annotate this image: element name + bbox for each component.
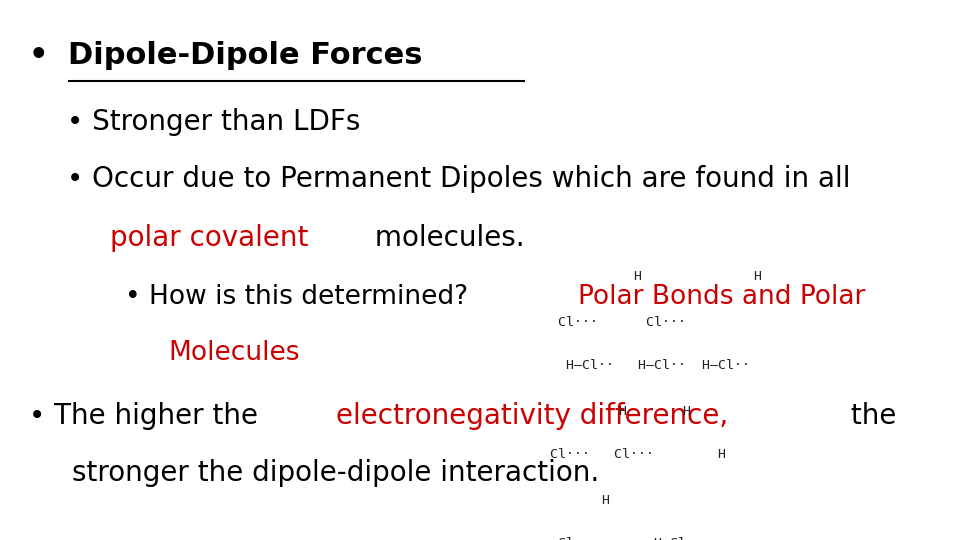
Text: Molecules: Molecules: [168, 340, 300, 366]
Text: Polar Bonds and Polar: Polar Bonds and Polar: [578, 284, 866, 309]
Text: • Stronger than LDFs: • Stronger than LDFs: [67, 108, 361, 136]
Text: Cl⋅⋅⋅       H—Cl⋅⋅: Cl⋅⋅⋅ H—Cl⋅⋅: [542, 537, 703, 540]
Text: molecules.: molecules.: [367, 224, 525, 252]
Text: •: •: [29, 40, 59, 70]
Text: stronger the dipole-dipole interaction.: stronger the dipole-dipole interaction.: [72, 459, 599, 487]
Text: the: the: [842, 402, 897, 430]
Text: H       H: H H: [571, 405, 691, 418]
Text: H              H: H H: [586, 270, 761, 283]
Text: electronegativity difference,: electronegativity difference,: [336, 402, 728, 430]
Text: polar covalent: polar covalent: [110, 224, 309, 252]
Text: H—Cl⋅⋅   H—Cl⋅⋅  H—Cl⋅⋅: H—Cl⋅⋅ H—Cl⋅⋅ H—Cl⋅⋅: [542, 359, 751, 372]
Text: Cl⋅⋅⋅      Cl⋅⋅⋅: Cl⋅⋅⋅ Cl⋅⋅⋅: [542, 316, 686, 329]
Text: H: H: [562, 494, 610, 507]
Text: • The higher the: • The higher the: [29, 402, 267, 430]
Text: • Occur due to Permanent Dipoles which are found in all: • Occur due to Permanent Dipoles which a…: [67, 165, 851, 193]
Text: • How is this determined?: • How is this determined?: [125, 284, 476, 309]
Text: Cl⋅⋅⋅   Cl⋅⋅⋅        H: Cl⋅⋅⋅ Cl⋅⋅⋅ H: [542, 448, 727, 461]
Text: Dipole-Dipole Forces: Dipole-Dipole Forces: [67, 40, 422, 70]
